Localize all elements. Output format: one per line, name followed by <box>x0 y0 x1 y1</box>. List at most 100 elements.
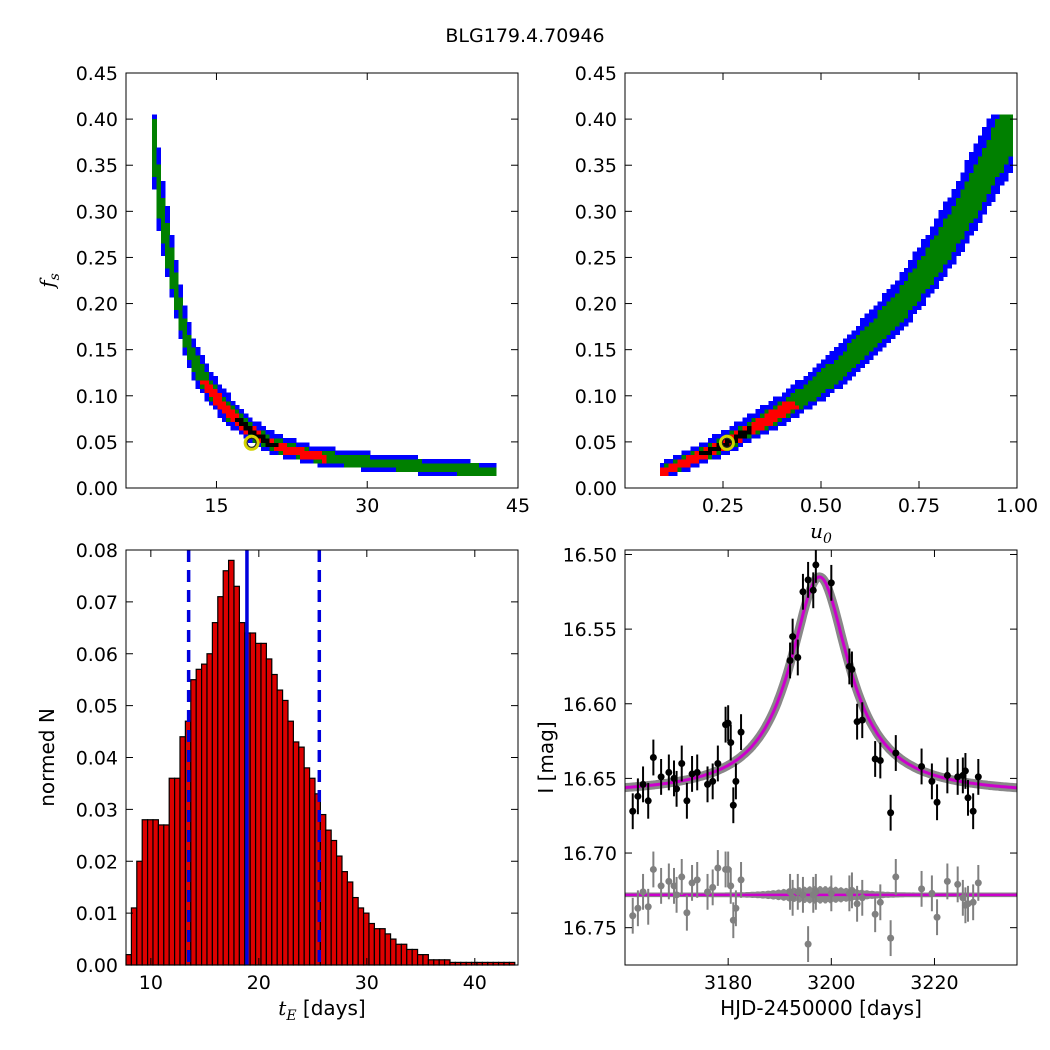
confidence-cell <box>873 317 879 323</box>
confidence-cell <box>461 458 467 464</box>
histogram-bar <box>368 922 375 966</box>
confidence-cell <box>725 429 730 435</box>
confidence-cell <box>912 251 918 256</box>
confidence-cell <box>834 351 839 356</box>
confidence-cell <box>152 126 157 132</box>
confidence-cell <box>803 396 809 402</box>
confidence-cell <box>226 409 231 414</box>
confidence-cell <box>881 317 887 323</box>
confidence-cell <box>195 367 201 373</box>
confidence-cell <box>356 463 362 468</box>
histogram-bar <box>217 596 224 966</box>
confidence-cell <box>204 384 210 389</box>
confidence-cell <box>712 434 717 439</box>
confidence-cell <box>890 334 896 339</box>
confidence-cell <box>868 346 874 352</box>
confidence-cell <box>995 172 1000 178</box>
confidence-cell <box>895 330 900 335</box>
confidence-cell <box>921 276 926 281</box>
confidence-cell <box>716 446 722 452</box>
confidence-cell <box>986 185 992 190</box>
confidence-cell <box>282 446 288 452</box>
confidence-cell <box>760 417 765 422</box>
confidence-cell <box>182 326 188 331</box>
histogram-bar <box>406 948 413 966</box>
confidence-cell <box>404 467 410 472</box>
residual-point <box>969 898 977 906</box>
confidence-cell <box>703 454 709 460</box>
confidence-cell <box>942 201 948 207</box>
confidence-cell <box>178 297 184 302</box>
confidence-cell <box>947 259 953 265</box>
confidence-cell <box>169 247 175 252</box>
confidence-cell <box>921 239 926 244</box>
confidence-cell <box>942 222 948 227</box>
confidence-cell <box>847 351 852 356</box>
confidence-cell <box>799 380 804 385</box>
confidence-cell <box>990 126 996 132</box>
confidence-cell <box>807 392 813 398</box>
confidence-cell <box>1003 172 1009 178</box>
confidence-cell <box>964 176 970 182</box>
x-tick-label: 3180 <box>704 972 752 994</box>
confidence-cell <box>746 434 752 439</box>
confidence-cell <box>404 454 410 460</box>
confidence-cell <box>755 425 761 431</box>
confidence-cell <box>165 259 170 265</box>
confidence-cell <box>890 284 896 290</box>
y-tick-label: 0.02 <box>76 851 118 873</box>
confidence-cell <box>313 458 319 464</box>
confidence-cell <box>391 467 397 472</box>
y-tick-label: 0.35 <box>76 155 118 177</box>
confidence-cell <box>738 421 743 427</box>
confidence-cell <box>382 463 388 468</box>
confidence-cell <box>925 243 931 248</box>
confidence-cell <box>339 450 345 456</box>
confidence-cell <box>825 392 831 398</box>
confidence-cell <box>908 313 913 319</box>
confidence-cell <box>287 442 292 447</box>
confidence-cell <box>326 463 332 468</box>
confidence-cell <box>812 375 818 381</box>
confidence-cell <box>226 413 231 418</box>
confidence-cell <box>1003 122 1009 128</box>
confidence-cell <box>378 454 384 460</box>
confidence-cell <box>969 218 974 223</box>
confidence-cell <box>664 467 669 472</box>
confidence-cell <box>200 388 205 393</box>
confidence-cell <box>777 396 783 402</box>
confidence-cell <box>925 255 931 261</box>
y-tick-label: 16.55 <box>563 619 617 641</box>
confidence-cell <box>287 446 292 452</box>
confidence-cell <box>973 172 979 178</box>
confidence-cell <box>855 367 861 373</box>
confidence-cell <box>716 454 722 460</box>
confidence-cell <box>929 247 935 252</box>
confidence-cell <box>165 268 170 273</box>
confidence-cell <box>973 214 979 219</box>
best-fit-marker-core <box>721 437 733 448</box>
confidence-cell <box>1008 126 1014 132</box>
confidence-cell <box>990 164 996 169</box>
confidence-cell <box>881 301 887 306</box>
confidence-cell <box>969 193 974 198</box>
residual-point <box>876 898 884 906</box>
confidence-cell <box>995 135 1000 140</box>
confidence-cell <box>326 458 332 464</box>
confidence-cell <box>834 380 839 385</box>
confidence-cell <box>807 375 813 381</box>
x-axis-label: HJD-2450000 [days] <box>720 996 922 1020</box>
confidence-cell <box>851 342 857 348</box>
confidence-cell <box>825 355 831 360</box>
confidence-cell <box>265 438 271 443</box>
confidence-cell <box>487 463 493 468</box>
confidence-cell <box>982 172 987 178</box>
confidence-cell <box>659 467 665 472</box>
y-axis-label: I [mag] <box>534 721 558 793</box>
confidence-cell <box>217 400 223 406</box>
confidence-cell <box>234 413 240 418</box>
confidence-cell <box>834 355 839 360</box>
confidence-cell <box>864 313 870 319</box>
confidence-cell <box>160 201 166 207</box>
best-fit-marker-core <box>246 437 257 448</box>
